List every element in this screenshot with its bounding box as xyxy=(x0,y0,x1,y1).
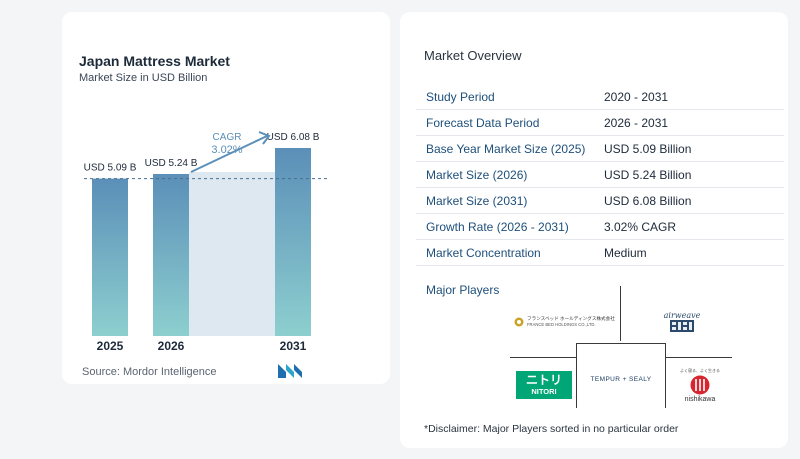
nishikawa-name: nishikawa xyxy=(684,395,716,403)
nishikawa-tagline: よく寝る、よく生きる xyxy=(680,367,720,373)
overview-row: Study Period 2020 - 2031 xyxy=(416,84,784,110)
major-players-title: Major Players xyxy=(426,283,500,297)
data-label-2031: USD 6.08 B xyxy=(267,132,320,143)
bar-chart: USD 5.09 B 2025 USD 5.24 B 2026 USD 6.08 B 20… xyxy=(84,131,328,353)
bar-2026 xyxy=(153,173,189,336)
grid-divider xyxy=(665,357,732,358)
francebed-name-jp: フランスベッド ホールディングス株式会社 xyxy=(527,316,615,322)
cagr-arrow-icon xyxy=(258,131,271,145)
tempur-sealy-name: TEMPUR + SEALY xyxy=(590,375,652,383)
x-tick-2031: 2031 xyxy=(280,339,307,353)
overview-row: Market Size (2031) USD 6.08 Billion xyxy=(416,188,784,214)
overview-label: Forecast Data Period xyxy=(426,115,540,130)
grid-divider xyxy=(510,357,576,358)
overview-card xyxy=(400,12,788,448)
data-label-2025: USD 5.09 B xyxy=(84,163,137,174)
nitori-name-en: NITORI xyxy=(531,387,557,397)
cagr-value: 3.02% xyxy=(211,144,242,156)
airweave-logo: airweave xyxy=(660,306,704,336)
airweave-name: airweave xyxy=(663,310,701,320)
overview-label: Base Year Market Size (2025) xyxy=(426,141,586,156)
overview-value: 2026 - 2031 xyxy=(604,115,669,130)
overview-value: 3.02% CAGR xyxy=(604,219,677,234)
overview-row: Market Size (2026) USD 5.24 Billion xyxy=(416,162,784,188)
francebed-logo: フランスベッド ホールディングス株式会社 FRANCE BED HOLDINGS… xyxy=(514,311,618,333)
overview-value: Medium xyxy=(604,245,647,260)
overview-label: Growth Rate (2026 - 2031) xyxy=(426,219,569,234)
overview-value: USD 6.08 Billion xyxy=(604,193,692,208)
grid-divider xyxy=(620,286,621,341)
nitori-name-jp: ニトリ xyxy=(525,373,562,388)
overview-row: Forecast Data Period 2026 - 2031 xyxy=(416,110,784,136)
nishikawa-logo: よく寝る、よく生きる nishikawa xyxy=(670,362,730,408)
overview-row: Market Concentration Medium xyxy=(416,240,784,266)
overview-label: Market Concentration xyxy=(426,245,541,260)
grid-divider xyxy=(576,343,665,344)
grid-divider xyxy=(665,343,666,408)
cagr-shade xyxy=(189,171,275,336)
overview-value: USD 5.24 Billion xyxy=(604,167,692,182)
x-tick-2025: 2025 xyxy=(97,339,124,353)
chart-title: Japan Mattress Market xyxy=(79,53,230,69)
airweave-pattern-icon xyxy=(670,319,694,332)
major-players-grid: フランスベッド ホールディングス株式会社 FRANCE BED HOLDINGS… xyxy=(510,286,732,408)
market-overview-title: Market Overview xyxy=(424,48,522,63)
source-text: Source: Mordor Intelligence xyxy=(82,366,217,378)
cagr-arrow-line xyxy=(190,135,268,173)
grid-divider xyxy=(576,343,577,408)
overview-row: Growth Rate (2026 - 2031) 3.02% CAGR xyxy=(416,214,784,240)
overview-value: 2020 - 2031 xyxy=(604,89,669,104)
overview-row: Base Year Market Size (2025) USD 5.09 Bil… xyxy=(416,136,784,162)
overview-value: USD 5.09 Billion xyxy=(604,141,692,156)
disclaimer-text: *Disclaimer: Major Players sorted in no … xyxy=(424,423,679,435)
data-label-2026: USD 5.24 B xyxy=(145,158,198,169)
bar-2025 xyxy=(92,178,128,336)
nishikawa-emblem-icon xyxy=(690,375,710,394)
x-tick-2026: 2026 xyxy=(158,339,185,353)
overview-label: Study Period xyxy=(426,89,495,104)
overview-label: Market Size (2026) xyxy=(426,167,528,182)
francebed-emblem-icon xyxy=(514,317,524,327)
bar-2031 xyxy=(275,148,311,336)
francebed-name-en: FRANCE BED HOLDINGS CO.,LTD. xyxy=(527,321,596,327)
overview-table: Study Period 2020 - 2031 Forecast Data Pe… xyxy=(416,84,784,266)
tempur-sealy-logo: TEMPUR + SEALY xyxy=(580,372,662,386)
mordor-logo-icon xyxy=(278,364,304,383)
nitori-logo: ニトリ NITORI xyxy=(516,371,572,399)
overview-label: Market Size (2031) xyxy=(426,193,528,208)
cagr-label: CAGR xyxy=(213,132,242,143)
chart-subtitle: Market Size in USD Billion xyxy=(79,72,208,84)
